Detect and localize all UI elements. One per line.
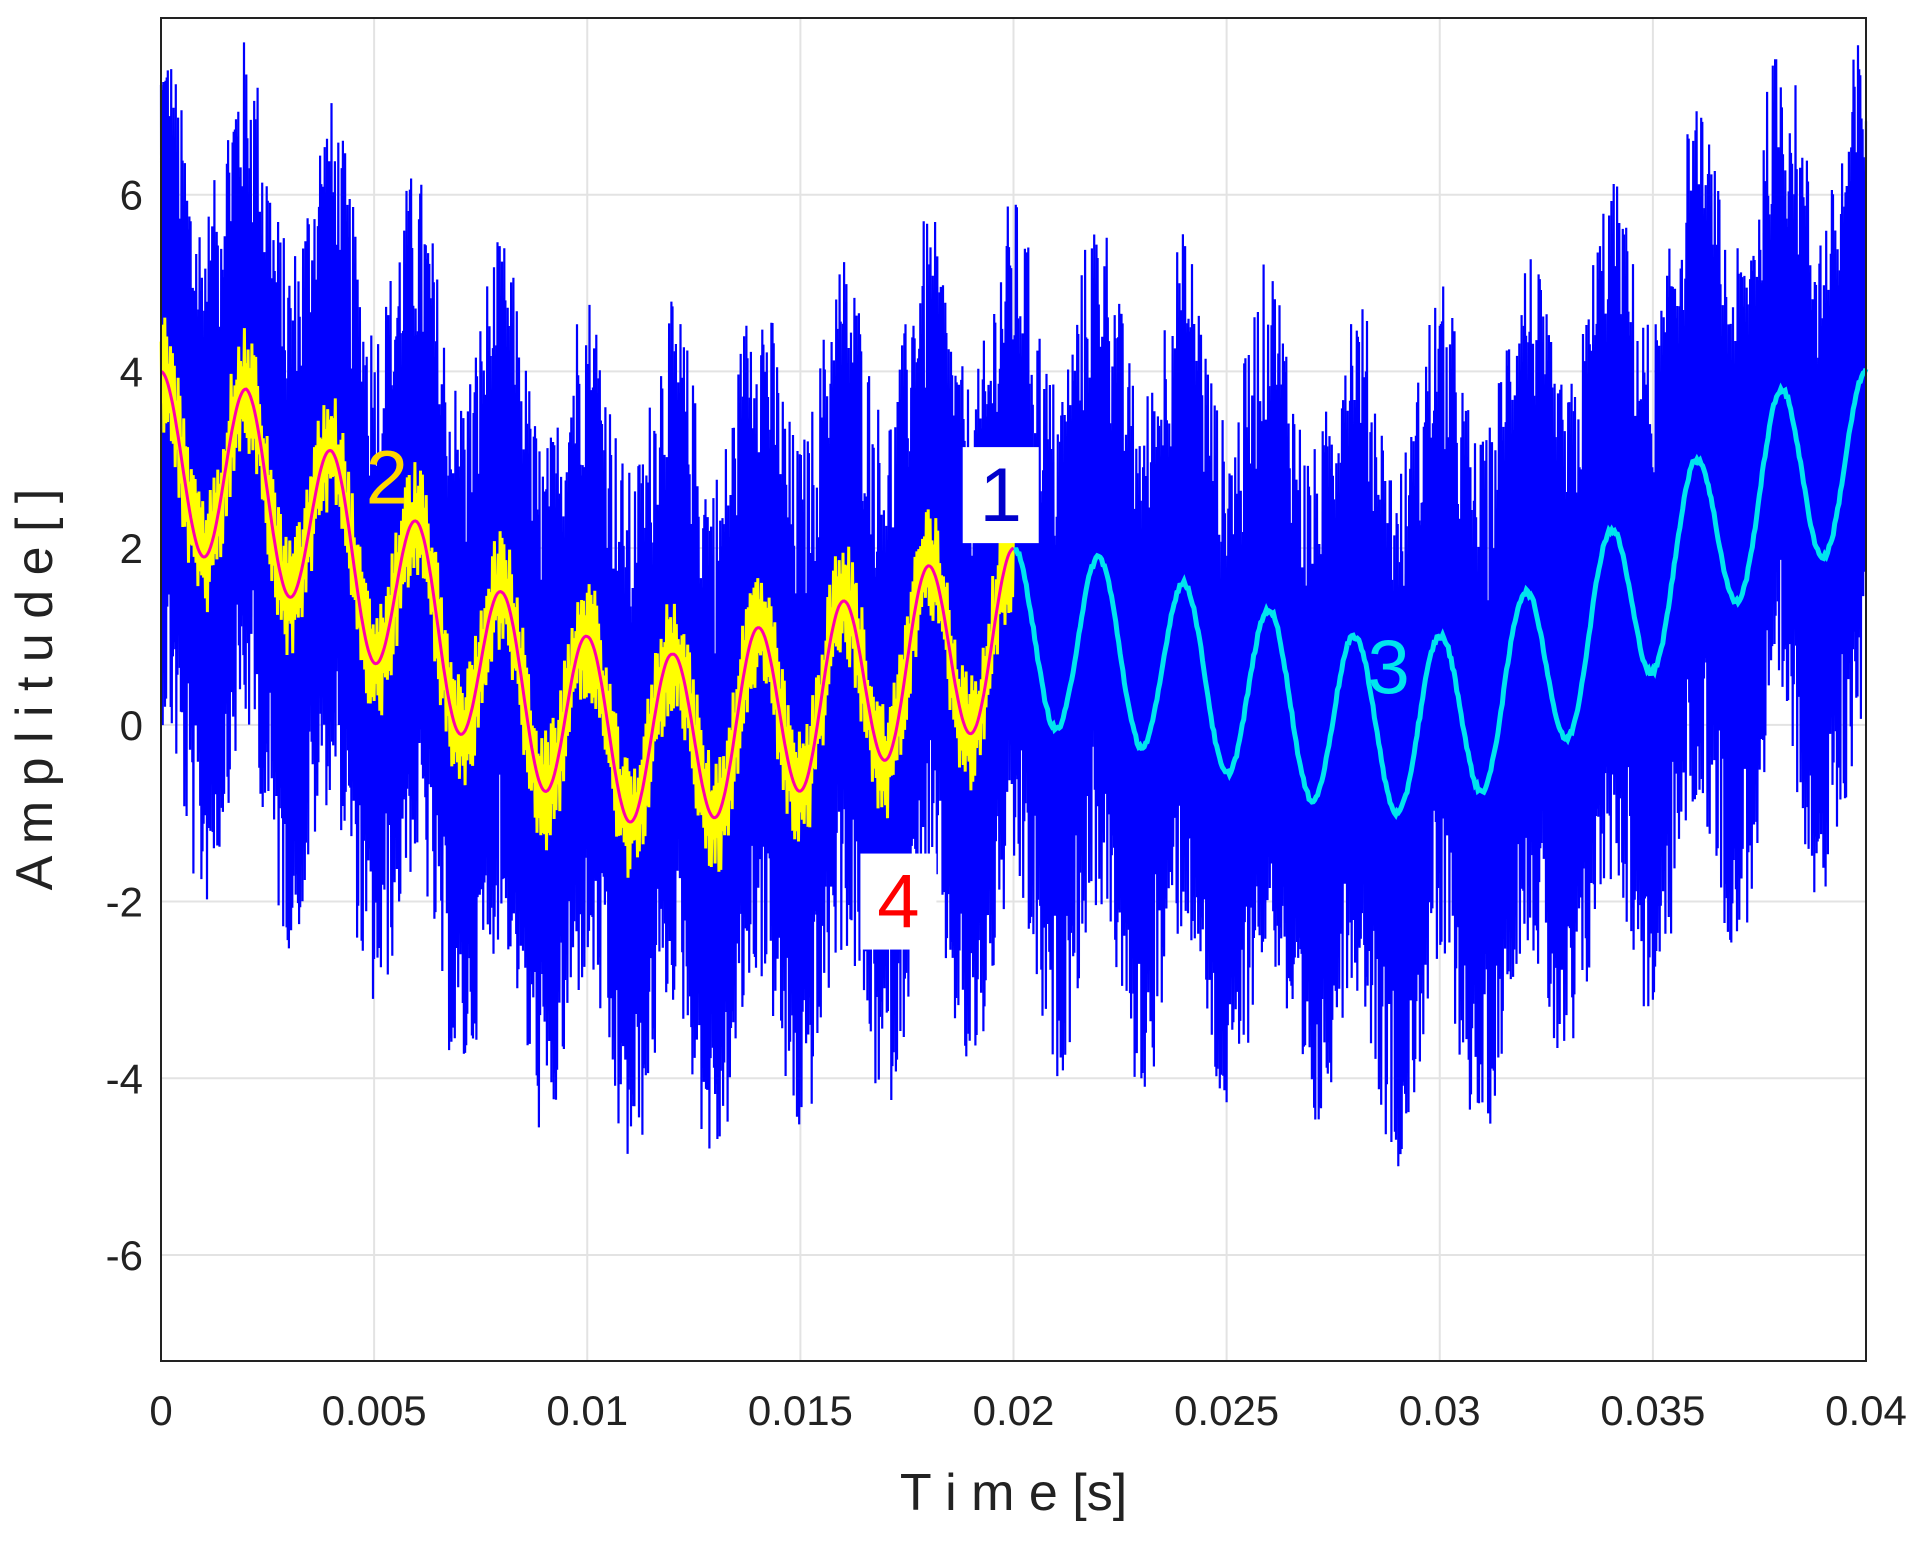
plot-frame [160,17,1867,1362]
x-tick-label: 0.015 [748,1387,853,1434]
y-tick-label: 2 [120,525,143,572]
annotation-box [860,853,937,950]
x-tick-label: 0.04 [1825,1387,1907,1434]
y-tick-label: 0 [120,702,143,749]
x-tick-label: 0.035 [1600,1387,1705,1434]
x-tick-label: 0.03 [1399,1387,1481,1434]
series-3-line [1013,367,1869,820]
series-layer [159,42,1869,1167]
series-4-line [160,370,1015,824]
series-1-line [159,42,1868,1167]
y-tick-label: 4 [120,348,143,395]
series-label-4: 4 [877,860,919,945]
x-tick-label: 0.005 [322,1387,427,1434]
series-label-2: 2 [366,435,408,520]
y-axis-label: A m p l i t u d e [ ] [6,489,64,891]
annotation-box [962,447,1039,544]
x-tick-label: 0.025 [1174,1387,1279,1434]
x-axis-label: T i m e [s] [900,1464,1127,1522]
y-tick-label: -4 [106,1055,143,1102]
x-tick-label: 0.02 [973,1387,1055,1434]
y-tick-label: -2 [106,879,143,926]
series-label-3: 3 [1367,625,1409,710]
x-tick-label: 0 [149,1387,172,1434]
y-tick-label: -6 [106,1232,143,1279]
tick-labels: 0 0.005 0.01 0.015 0.02 0.025 0.03 0.035 0.04 -6 -… [106,172,1907,1434]
annotation-layer: 1 2 3 4 [366,435,1410,950]
series-label-1: 1 [980,453,1022,538]
x-tick-label: 0.01 [546,1387,628,1434]
series-2-line [159,317,1015,878]
y-tick-label: 6 [120,172,143,219]
